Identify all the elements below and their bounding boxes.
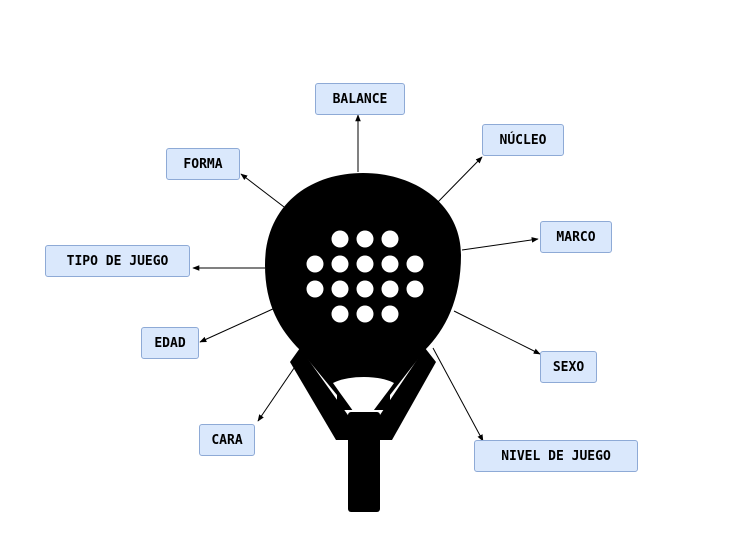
racket-throat-arm-left [290, 348, 350, 440]
padel-racket-icon [265, 173, 461, 512]
racket-hole [356, 230, 374, 248]
racket-handle [348, 412, 380, 512]
arrow-marco [461, 237, 539, 251]
racket-throat-arm-right [378, 348, 436, 440]
connector-arrows [192, 114, 541, 442]
racket-hole [381, 255, 399, 273]
racket-hole [331, 280, 349, 298]
racket-hole [331, 230, 349, 248]
label-balance: BALANCE [315, 83, 405, 115]
racket-hole [356, 280, 374, 298]
racket-hole [381, 230, 399, 248]
racket-holes [306, 230, 424, 323]
racket-hole [306, 280, 324, 298]
racket-hole [406, 280, 424, 298]
racket-hole [356, 305, 374, 323]
racket-hole [331, 305, 349, 323]
racket-throat-opening [333, 377, 394, 426]
label-edad: EDAD [141, 327, 199, 359]
racket-hole [356, 255, 374, 273]
arrow-forma [240, 173, 289, 211]
racket-hole [406, 255, 424, 273]
racket-hole [306, 255, 324, 273]
arrow-nucleo [434, 156, 483, 206]
label-marco: MARCO [540, 221, 612, 253]
label-forma: FORMA [166, 148, 240, 180]
arrow-edad [199, 307, 276, 343]
racket-hole [331, 255, 349, 273]
label-nucleo: NÚCLEO [482, 124, 564, 156]
arrow-nivel-de-juego [432, 347, 484, 442]
label-cara: CARA [199, 424, 255, 456]
label-nivel-de-juego: NIVEL DE JUEGO [474, 440, 638, 472]
arrow-cara [257, 351, 306, 422]
racket-hole [381, 280, 399, 298]
racket-hole [381, 305, 399, 323]
label-sexo: SEXO [540, 351, 597, 383]
arrow-sexo [453, 310, 541, 355]
label-tipo-de-juego: TIPO DE JUEGO [45, 245, 190, 277]
